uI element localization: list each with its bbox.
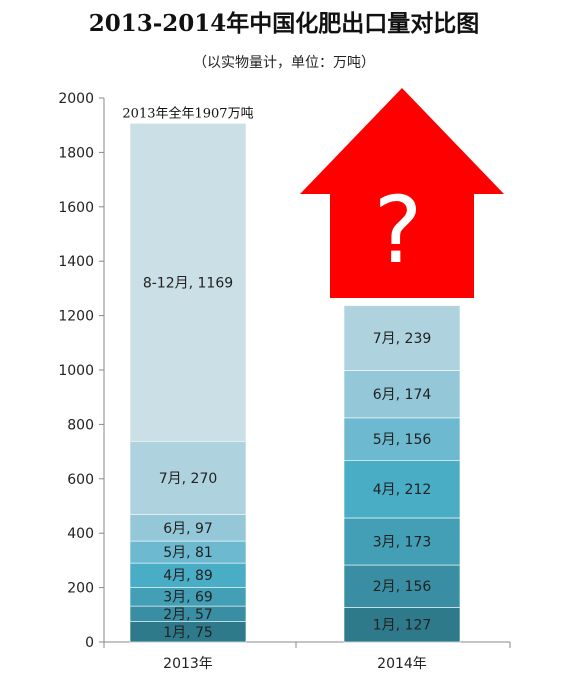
y-tick-label: 400 — [67, 526, 94, 542]
y-tick-label: 1400 — [58, 254, 94, 270]
segment-label: 6月, 174 — [373, 387, 432, 403]
bar-segment — [343, 460, 461, 519]
bar-segment — [343, 517, 461, 566]
up-arrow-annotation — [300, 88, 504, 298]
y-tick-label: 200 — [67, 581, 94, 597]
y-tick-label: 1800 — [58, 145, 94, 161]
bar-segment — [343, 370, 461, 419]
bar-segment — [129, 122, 247, 442]
segment-label: 2月, 156 — [373, 579, 432, 595]
y-tick-label: 800 — [67, 417, 94, 433]
segment-label: 6月, 97 — [163, 521, 213, 537]
segment-label: 5月, 81 — [163, 545, 213, 561]
segment-label: 4月, 89 — [163, 568, 213, 584]
segment-label: 4月, 212 — [373, 482, 432, 498]
segment-label: 3月, 173 — [373, 534, 432, 550]
question-mark-annotation: ? — [374, 177, 423, 284]
bar-segment — [343, 564, 461, 608]
chart-title: 2013-2014年中国化肥出口量对比图 — [88, 10, 480, 37]
x-category-label: 2014年 — [377, 656, 427, 672]
bar-total-label: 2013年全年1907万吨 — [122, 105, 253, 121]
segment-label: 7月, 270 — [159, 471, 218, 487]
y-tick-label: 1000 — [58, 363, 94, 379]
y-tick-label: 0 — [85, 635, 94, 651]
segment-label: 2月, 57 — [163, 607, 213, 623]
y-tick-label: 2000 — [58, 91, 94, 107]
segment-label: 1月, 75 — [163, 625, 213, 641]
bar-segment — [343, 607, 461, 643]
segment-label: 5月, 156 — [373, 432, 432, 448]
segment-label: 8-12月, 1169 — [143, 275, 233, 291]
segment-label: 1月, 127 — [373, 618, 432, 634]
segment-label: 3月, 69 — [163, 590, 213, 606]
bar-segment — [343, 305, 461, 371]
y-tick-label: 1200 — [58, 309, 94, 325]
y-tick-label: 600 — [67, 472, 94, 488]
segment-label: 7月, 239 — [373, 331, 432, 347]
y-tick-label: 1600 — [58, 200, 94, 216]
x-category-label: 2013年 — [163, 656, 213, 672]
chart-subtitle: （以实物量计，单位：万吨） — [193, 55, 375, 71]
bar-segment — [129, 440, 247, 516]
